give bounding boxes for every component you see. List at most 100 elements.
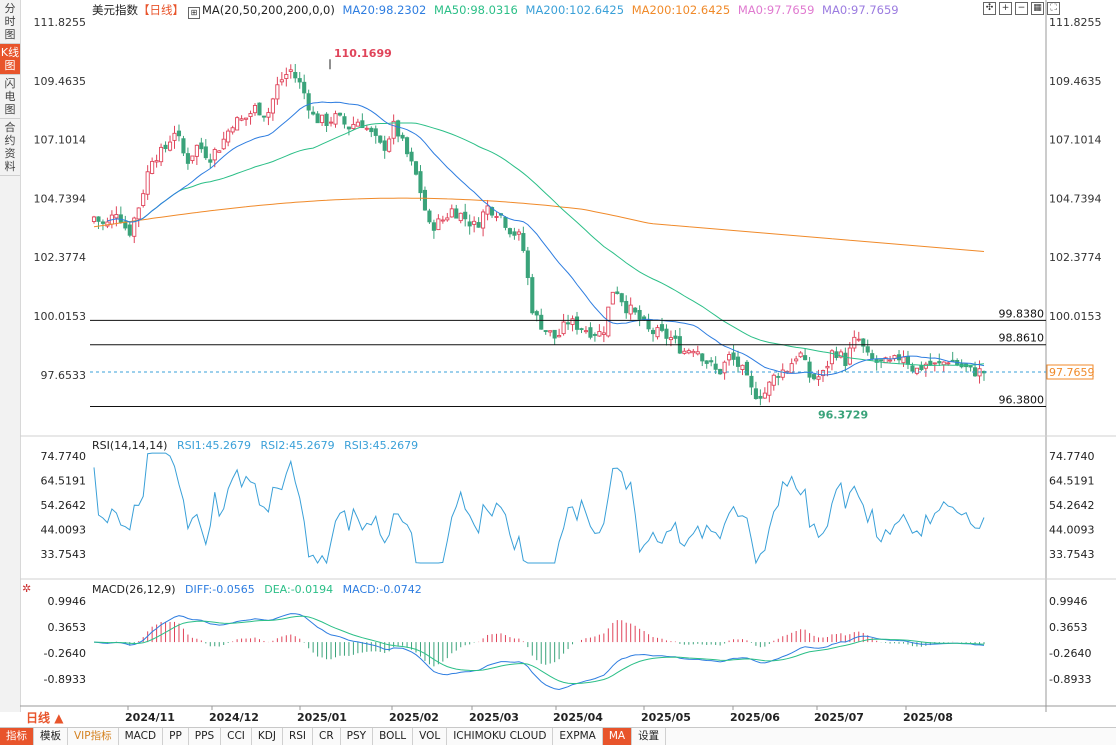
candle-body: [919, 364, 924, 371]
candle-body: [950, 359, 955, 362]
candle-body: [163, 144, 168, 150]
candle-body: [776, 375, 781, 378]
tab-macd[interactable]: MACD: [119, 728, 164, 745]
candle-body: [244, 117, 249, 120]
tab-psy[interactable]: PSY: [341, 728, 374, 745]
candle-body: [682, 350, 687, 354]
candle-body: [561, 321, 566, 335]
price-tick-left: 107.1014: [34, 134, 87, 147]
candle-body: [888, 359, 893, 362]
ma50-line: [116, 122, 985, 366]
macd-settings-icon[interactable]: ✲: [22, 582, 32, 595]
candle-body: [427, 210, 432, 223]
candle-body: [481, 211, 486, 229]
tab-pp[interactable]: PP: [163, 728, 189, 745]
candle-body: [530, 277, 535, 314]
tab-vip-indicators[interactable]: VIP指标: [68, 728, 119, 745]
candle-body: [400, 134, 405, 139]
candle-body: [825, 365, 830, 369]
tab-vol[interactable]: VOL: [413, 728, 448, 745]
candle-body: [302, 81, 307, 94]
candle-body: [91, 216, 97, 222]
candle-body: [507, 228, 512, 235]
candle-body: [275, 84, 280, 100]
candle-body: [293, 72, 298, 79]
candle-body: [378, 135, 383, 143]
zoom-in-icon[interactable]: +: [999, 2, 1012, 15]
tab-ichimoku[interactable]: ICHIMOKU CLOUD: [447, 728, 554, 745]
period-button[interactable]: 日线 ▲: [26, 711, 64, 725]
candle-body: [709, 360, 714, 363]
tab-expma[interactable]: EXPMA: [553, 728, 603, 745]
side-tab-flash[interactable]: 闪电图: [0, 75, 20, 119]
last-price-tag: [1046, 364, 1094, 380]
candle-body: [226, 130, 231, 143]
candle-body: [592, 334, 597, 336]
rsi-tick-left: 64.5191: [41, 474, 87, 487]
side-tab-timeshare[interactable]: 分时图: [0, 0, 20, 44]
ma-params-icon[interactable]: ⊞: [188, 7, 200, 19]
tab-rsi[interactable]: RSI: [283, 728, 314, 745]
candle-body: [145, 171, 150, 195]
candle-body: [557, 335, 562, 338]
chart-canvas[interactable]: 111.8255 111.8255 109.4635 109.4635 107.1014…: [0, 0, 1116, 727]
candle-body: [534, 311, 539, 316]
candle-body: [270, 98, 275, 114]
chart-toolbar: ✣ + − ▦ ⛶: [983, 2, 1060, 16]
tab-indicators[interactable]: 指标: [0, 728, 34, 745]
candle-body: [838, 351, 843, 358]
x-tick-label: 2025/04: [553, 711, 603, 724]
candle-body: [695, 351, 700, 355]
tab-settings[interactable]: 设置: [632, 728, 667, 745]
candle-body: [230, 127, 235, 133]
side-tab-kline[interactable]: K线图: [0, 44, 20, 75]
candle-body: [646, 320, 651, 330]
candle-body: [548, 330, 553, 333]
tab-ma[interactable]: MA: [602, 728, 633, 745]
candle-body: [812, 374, 817, 380]
candle-body: [445, 217, 450, 221]
ma-legend: 美元指数【日线】 ⊞ MA(20,50,200,200,0,0) MA20:98.2…: [92, 2, 903, 19]
price-tick-right: 107.1014: [1049, 134, 1102, 147]
ma20-line: [107, 101, 985, 376]
candle-body: [463, 211, 468, 220]
candle-body: [118, 214, 123, 223]
rsi-tick-left: 54.2642: [41, 499, 87, 512]
candle-body: [203, 146, 208, 159]
candle-body: [422, 189, 428, 211]
tab-template[interactable]: 模板: [34, 728, 68, 745]
rsi1-value: RSI1:45.2679: [176, 439, 251, 452]
zoom-out-icon[interactable]: −: [1015, 2, 1028, 15]
crosshair-icon[interactable]: ✣: [983, 2, 996, 15]
fullscreen-icon[interactable]: ⛶: [1047, 2, 1060, 15]
candle-body: [637, 309, 642, 320]
candle-body: [436, 218, 441, 231]
side-tab-contract[interactable]: 合约资料: [0, 119, 20, 176]
price-tick-right: 102.3774: [1049, 251, 1102, 264]
candle-body: [601, 332, 606, 335]
candle-body: [923, 363, 928, 369]
layout-icon[interactable]: ▦: [1031, 2, 1044, 15]
tab-cci[interactable]: CCI: [221, 728, 252, 745]
x-tick-label: 2025/05: [641, 711, 691, 724]
tab-pps[interactable]: PPS: [189, 728, 222, 745]
ma50-value: MA50:98.0316: [434, 3, 518, 17]
rsi-tick-right: 44.0093: [1049, 523, 1095, 536]
candle-body: [431, 222, 436, 231]
macd-tick-right: -0.2640: [1049, 647, 1091, 660]
tab-kdj[interactable]: KDJ: [252, 728, 283, 745]
tab-boll[interactable]: BOLL: [373, 728, 414, 745]
x-tick-label: 2025/08: [903, 711, 953, 724]
candle-body: [803, 355, 808, 361]
candle-body: [387, 138, 392, 152]
tab-cr[interactable]: CR: [313, 728, 341, 745]
candle-body: [324, 113, 329, 126]
rsi-line: [93, 452, 985, 565]
candle-body: [217, 150, 222, 153]
candle-body: [713, 363, 718, 370]
candle-body: [159, 146, 164, 163]
candle-body: [633, 307, 638, 313]
candle-body: [239, 118, 244, 121]
macd-tick-left: 0.3653: [48, 621, 87, 634]
x-tick-label: 2025/07: [814, 711, 864, 724]
